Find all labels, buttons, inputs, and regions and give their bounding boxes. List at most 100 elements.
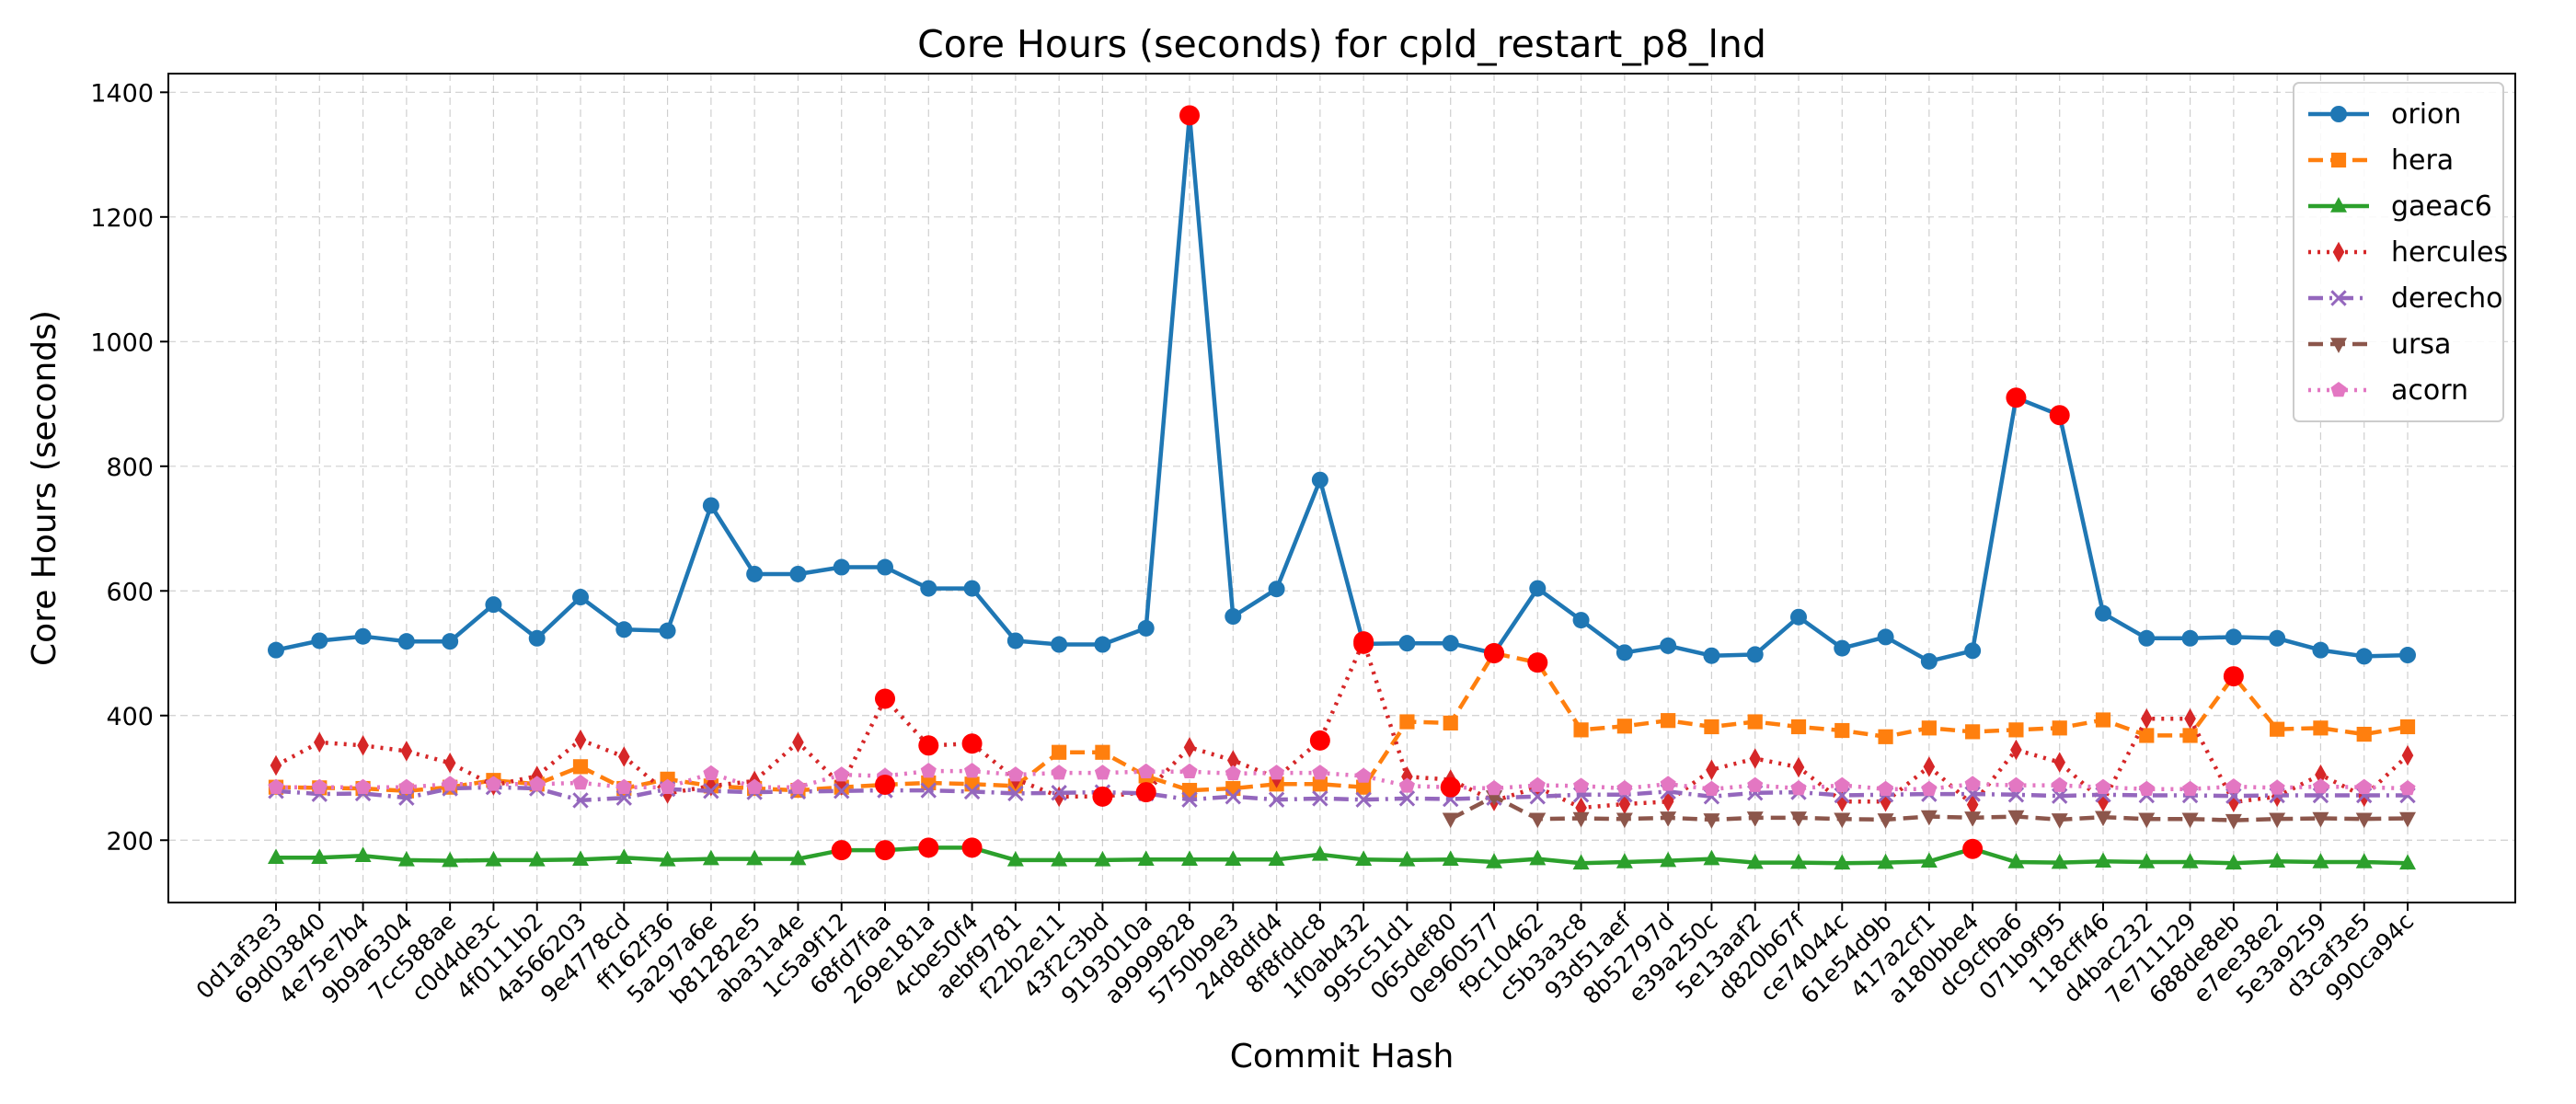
- data-point: [1704, 719, 1719, 735]
- data-point: [1399, 714, 1415, 730]
- data-point: [2184, 707, 2196, 730]
- data-point: [1965, 724, 1981, 740]
- data-point: [789, 565, 807, 582]
- data-point: [443, 753, 456, 774]
- data-point: [1660, 637, 1677, 654]
- y-tick-label: 800: [106, 454, 154, 482]
- data-point: [1790, 780, 1807, 796]
- data-point: [615, 848, 633, 864]
- data-point: [2095, 852, 2111, 868]
- data-point: [1094, 636, 1111, 653]
- data-point: [1920, 852, 1938, 868]
- data-point: [2007, 776, 2024, 792]
- chart-title: Core Hours (seconds) for cpld_restart_p8…: [917, 22, 1766, 66]
- data-point: [2315, 764, 2327, 786]
- data-point: [528, 629, 546, 647]
- highlight-point: [875, 774, 895, 795]
- data-point: [2095, 712, 2111, 728]
- data-point: [703, 783, 719, 799]
- data-point: [1790, 719, 1807, 735]
- data-point: [2138, 812, 2156, 829]
- data-point: [1660, 851, 1677, 868]
- data-point: [1877, 853, 1894, 869]
- data-point: [442, 633, 459, 650]
- data-point: [397, 851, 415, 867]
- data-point: [1703, 813, 1720, 829]
- data-point: [1703, 780, 1719, 796]
- highlight-point: [2006, 387, 2027, 408]
- data-point: [834, 783, 850, 799]
- data-point: [2355, 853, 2373, 868]
- data-point: [572, 850, 589, 867]
- data-point: [746, 849, 764, 866]
- data-point: [1746, 811, 1764, 827]
- data-point: [2312, 777, 2329, 794]
- data-point: [1703, 849, 1720, 866]
- data-point: [1703, 647, 1720, 664]
- data-point: [2399, 647, 2416, 664]
- data-point: [1573, 722, 1589, 738]
- data-point: [1921, 720, 1937, 736]
- data-point: [1573, 777, 1590, 793]
- legend-label: ursa: [2391, 328, 2451, 361]
- data-point: [268, 641, 284, 659]
- legend-label: hera: [2391, 144, 2454, 177]
- data-point: [1443, 715, 1458, 730]
- data-point: [397, 633, 415, 650]
- data-point: [311, 632, 328, 650]
- data-point: [1529, 849, 1547, 866]
- data-point: [485, 776, 501, 791]
- data-point: [2138, 780, 2155, 796]
- data-point: [1355, 850, 1373, 867]
- data-point: [1138, 763, 1155, 779]
- data-point: [1964, 776, 1981, 791]
- y-axis-title: Core Hours (seconds): [26, 310, 63, 666]
- highlight-point: [1309, 730, 1330, 751]
- data-point: [2270, 721, 2285, 737]
- data-point: [1312, 790, 1328, 807]
- data-point: [1095, 744, 1110, 760]
- data-point: [659, 622, 676, 639]
- data-point: [1921, 780, 1938, 796]
- data-point: [1007, 785, 1024, 802]
- highlight-point: [1135, 782, 1156, 803]
- data-point: [1442, 635, 1459, 652]
- data-point: [789, 849, 807, 866]
- data-point: [2181, 853, 2199, 868]
- data-point: [2139, 728, 2155, 743]
- data-point: [1183, 737, 1196, 758]
- data-point: [1094, 851, 1111, 867]
- data-point: [617, 746, 630, 767]
- axes: 2004006008001000120014000d1af3e369d03840…: [90, 79, 2419, 1009]
- data-point: [1920, 810, 1938, 826]
- data-point: [1878, 729, 1893, 744]
- data-point: [1007, 766, 1024, 782]
- legend-item-hera: hera: [2308, 144, 2454, 177]
- grid: [168, 74, 2515, 903]
- series-line: [275, 785, 2408, 803]
- series-gaeac6: [268, 838, 2416, 870]
- legend: orion hera gaeac6 hercules derecho ursa acorn: [2293, 82, 2508, 422]
- data-point: [2312, 811, 2329, 828]
- highlight-point: [2223, 666, 2244, 687]
- data-point: [2399, 811, 2416, 828]
- data-point: [485, 596, 502, 614]
- data-point: [1268, 581, 1285, 598]
- data-point: [1181, 850, 1198, 867]
- data-point: [1225, 765, 1241, 781]
- legend-item-hercules: hercules: [2308, 236, 2508, 269]
- highlight-point: [1440, 776, 1461, 798]
- data-point: [2332, 241, 2345, 263]
- data-point: [1964, 811, 1982, 827]
- highlight-point: [831, 840, 852, 861]
- data-point: [1834, 854, 1851, 870]
- data-point: [2330, 290, 2347, 306]
- data-point: [1312, 765, 1328, 780]
- data-point: [1529, 776, 1546, 792]
- data-point: [1226, 750, 1239, 771]
- data-point: [1746, 853, 1764, 869]
- highlight-point: [2049, 405, 2070, 426]
- highlight-point: [1962, 838, 1984, 859]
- data-point: [2053, 752, 2066, 773]
- data-point: [1790, 608, 1807, 626]
